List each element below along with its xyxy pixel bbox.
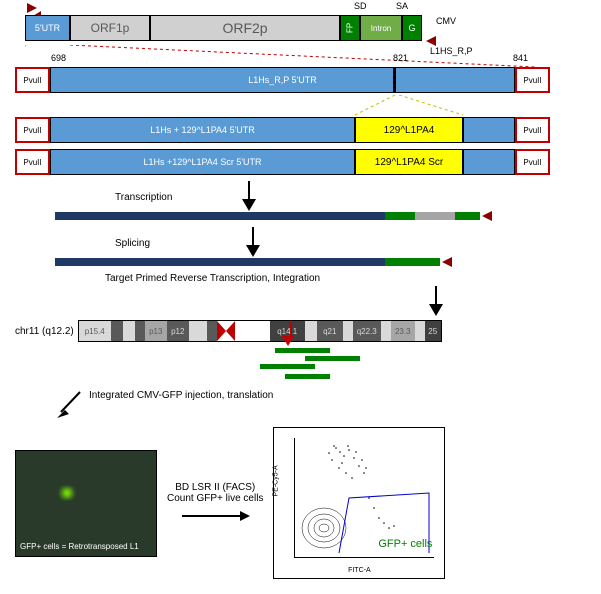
transcript-spliced xyxy=(55,257,586,267)
facs-y-axis: PE-Cy5-A xyxy=(273,465,280,496)
primer-rev-1 xyxy=(482,211,492,221)
splicing-label: Splicing xyxy=(115,238,150,249)
chr-ideogram: p15.4p13p12q14.1q21q22.323.325 xyxy=(78,320,442,342)
bar1-label: L1Hs_R,P 5'UTR xyxy=(248,75,317,85)
integrated-label: Integrated CMV-GFP injection, translatio… xyxy=(89,390,273,401)
utr-box: 5'UTR xyxy=(25,15,70,41)
orf2-box: ORF2p xyxy=(150,15,340,41)
down-arrow-1 xyxy=(242,199,256,211)
down-arrow-2 xyxy=(246,245,260,257)
construct-top: 5'UTR ORF1p ORF2p FP SD SA Intron G CMV … xyxy=(25,15,586,41)
bar2-main: L1Hs + 129^L1PA4 5'UTR xyxy=(50,117,355,143)
facs-plot: PE-Cy5-A FITC-A GFP+ cells xyxy=(273,427,445,579)
bar2-tail xyxy=(463,117,515,143)
down-arrow-3 xyxy=(429,304,443,316)
pvull-right-3: PvuII xyxy=(515,149,550,175)
sa-label: SA xyxy=(396,1,408,11)
read-bar-1 xyxy=(275,348,330,353)
microscopy-image: GFP+ cells = Retrotransposed L1 xyxy=(15,450,157,557)
tprt-label: Target Primed Reverse Transcription, Int… xyxy=(105,273,586,284)
gfp-cells-label: GFP+ cells xyxy=(378,538,432,550)
transcription-label: Transcription xyxy=(115,192,172,203)
cmv-label: CMV xyxy=(436,16,456,26)
chromosome-row: chr11 (q12.2) p15.4p13p12q14.1q21q22.323… xyxy=(15,320,586,342)
g-box: G xyxy=(402,15,422,41)
utr-bar-3: PvuII L1Hs +129^L1PA4 Scr 5'UTR 129^L1PA… xyxy=(15,149,586,175)
facs-x-axis: FITC-A xyxy=(348,567,371,574)
primer-rev-2 xyxy=(442,257,452,267)
pos-821: 821 xyxy=(393,53,408,63)
read-bar-2 xyxy=(305,356,360,361)
bar3-insert: 129^L1PA4 Scr xyxy=(355,149,463,175)
pos-698: 698 xyxy=(51,53,66,63)
micro-caption: GFP+ cells = Retrotransposed L1 xyxy=(20,542,152,552)
bar1-main: L1Hs_R,P 5'UTR xyxy=(50,67,515,93)
pvull-right-2: PvuII xyxy=(515,117,550,143)
pvull-left-2: PvuII xyxy=(15,117,50,143)
pvull-left-1: PvuII xyxy=(15,67,50,93)
intron-box: Intron xyxy=(360,15,402,41)
utr-bar-2: PvuII L1Hs + 129^L1PA4 5'UTR 129^L1PA4 P… xyxy=(15,117,586,143)
fp-box: FP xyxy=(340,15,360,41)
pvull-left-3: PvuII xyxy=(15,149,50,175)
read-bar-3 xyxy=(260,364,315,369)
bar2-insert: 129^L1PA4 xyxy=(355,117,463,143)
orf1-box: ORF1p xyxy=(70,15,150,41)
pvull-right-1: PvuII xyxy=(515,67,550,93)
bar3-tail xyxy=(463,149,515,175)
integration-arrow xyxy=(282,336,294,346)
pos-841: 841 xyxy=(513,53,528,63)
facs-label: BD LSR II (FACS) Count GFP+ live cells xyxy=(167,482,263,504)
utr-bar-1: 698 821 841 PvuII L1Hs_R,P 5'UTR PvuII xyxy=(15,67,586,93)
transcript-pre xyxy=(55,211,586,221)
chr-label: chr11 (q12.2) xyxy=(15,326,74,337)
read-bar-4 xyxy=(285,374,330,379)
sd-label: SD xyxy=(354,1,367,11)
bar3-main: L1Hs +129^L1PA4 Scr 5'UTR xyxy=(50,149,355,175)
